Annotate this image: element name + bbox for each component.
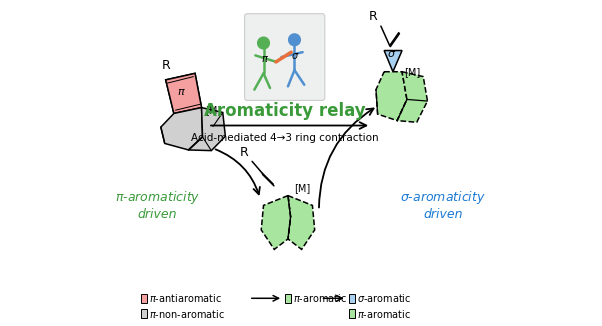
FancyBboxPatch shape <box>244 14 325 100</box>
Polygon shape <box>161 108 202 150</box>
Polygon shape <box>166 73 202 113</box>
Text: $\pi$-aromatic: $\pi$-aromatic <box>293 292 347 304</box>
Polygon shape <box>261 196 291 249</box>
Bar <box>285 294 291 303</box>
Polygon shape <box>188 108 225 151</box>
Bar <box>141 294 147 303</box>
Text: [M]: [M] <box>205 105 221 115</box>
Text: $\pi$-aromatic: $\pi$-aromatic <box>357 308 411 319</box>
Text: $\pi$-aromaticity
driven: $\pi$-aromaticity driven <box>115 189 200 221</box>
Text: R: R <box>369 10 377 23</box>
Polygon shape <box>384 51 402 72</box>
Text: Acid-mediated 4→3 ring contraction: Acid-mediated 4→3 ring contraction <box>191 133 379 142</box>
Bar <box>349 294 355 303</box>
Bar <box>349 309 355 318</box>
Polygon shape <box>376 72 407 121</box>
Text: [M]: [M] <box>294 183 311 193</box>
Polygon shape <box>166 73 202 113</box>
Text: $\sigma$: $\sigma$ <box>386 49 396 59</box>
Circle shape <box>288 34 300 46</box>
Text: R: R <box>240 146 249 159</box>
Text: $\pi$-non-aromatic: $\pi$-non-aromatic <box>149 308 225 319</box>
Text: $\sigma$-aromaticity
driven: $\sigma$-aromaticity driven <box>400 189 486 221</box>
Polygon shape <box>397 72 427 122</box>
Text: Aromaticity relay: Aromaticity relay <box>204 102 365 120</box>
Text: $\sigma$-aromatic: $\sigma$-aromatic <box>357 292 411 304</box>
Text: [M]: [M] <box>404 67 420 77</box>
Text: $\pi$: $\pi$ <box>177 87 186 97</box>
Bar <box>141 309 147 318</box>
Text: $\pi$: $\pi$ <box>261 54 269 64</box>
Circle shape <box>258 37 269 49</box>
Polygon shape <box>288 196 315 249</box>
Text: R: R <box>162 59 171 72</box>
Text: $\pi$-antiaromatic: $\pi$-antiaromatic <box>149 292 222 304</box>
Text: $\sigma$: $\sigma$ <box>291 51 300 61</box>
